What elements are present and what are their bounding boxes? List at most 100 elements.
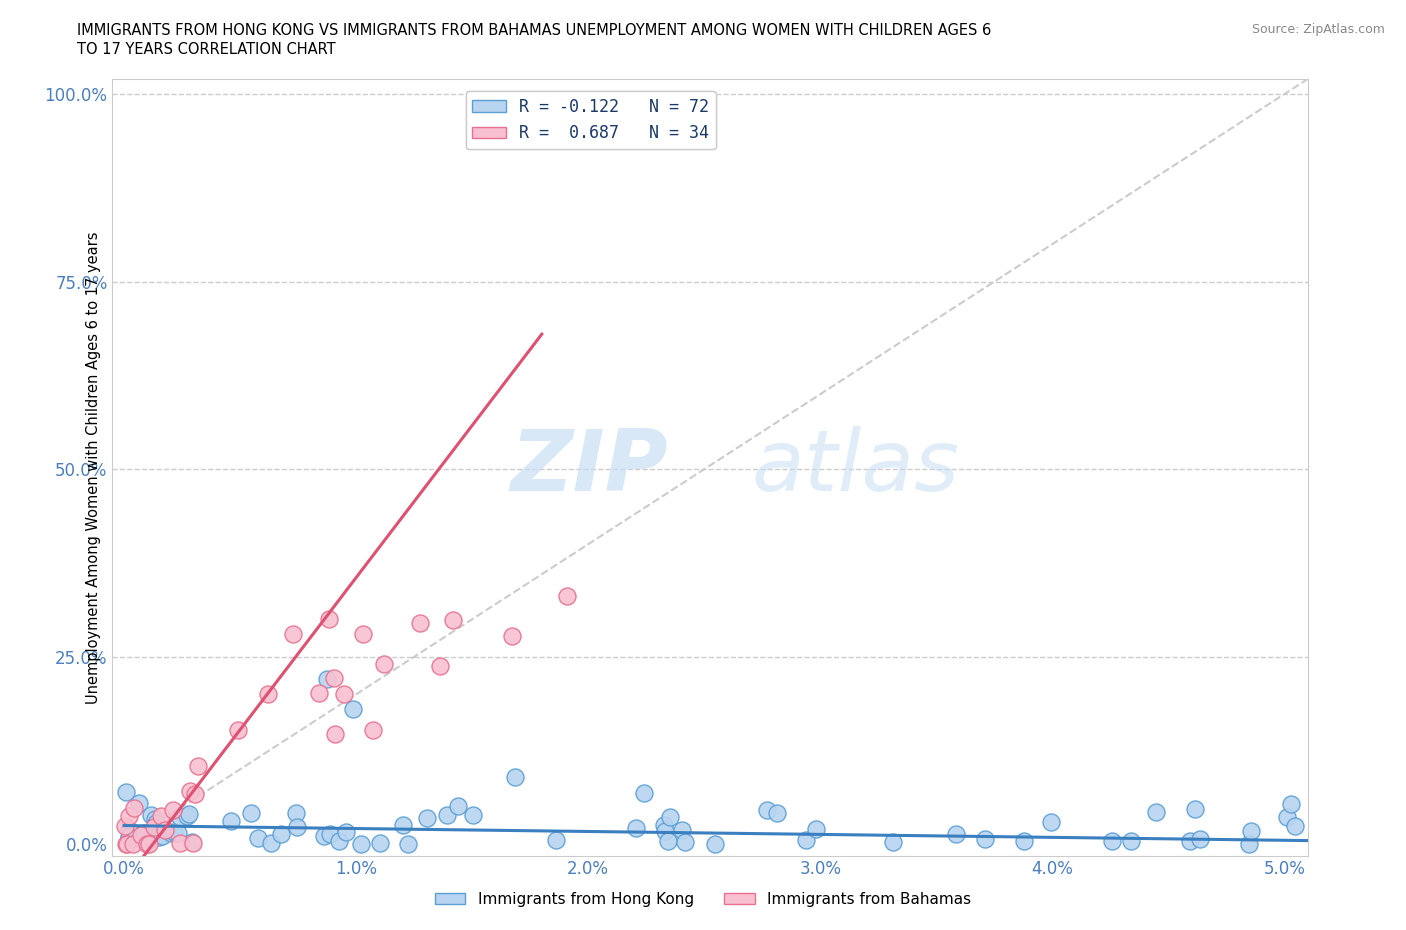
Point — [169, 809, 191, 824]
Point — [657, 833, 679, 848]
Point — [1012, 833, 1035, 848]
Point — [447, 799, 470, 814]
Point — [409, 616, 432, 631]
Point — [134, 825, 156, 840]
Point — [114, 819, 136, 834]
Point — [436, 808, 458, 823]
Point — [429, 659, 451, 674]
Point — [128, 796, 150, 811]
Point — [325, 726, 347, 741]
Point — [1184, 802, 1206, 817]
Point — [181, 835, 204, 850]
Point — [167, 825, 190, 840]
Point — [143, 812, 166, 827]
Point — [1275, 809, 1298, 824]
Point — [804, 822, 827, 837]
Point — [181, 834, 204, 849]
Point — [350, 836, 373, 851]
Point — [226, 723, 249, 737]
Point — [117, 808, 139, 823]
Point — [323, 671, 346, 685]
Point — [308, 685, 330, 700]
Point — [373, 657, 395, 671]
Point — [169, 835, 191, 850]
Point — [1039, 815, 1062, 830]
Legend: Immigrants from Hong Kong, Immigrants from Bahamas: Immigrants from Hong Kong, Immigrants fr… — [429, 886, 977, 913]
Point — [318, 612, 340, 627]
Point — [396, 837, 419, 852]
Point — [1284, 818, 1306, 833]
Point — [160, 826, 183, 841]
Point — [755, 803, 778, 817]
Point — [361, 723, 384, 737]
Point — [1237, 836, 1260, 851]
Point — [441, 613, 464, 628]
Point — [246, 830, 269, 845]
Point — [544, 832, 567, 847]
Point — [1279, 796, 1302, 811]
Point — [352, 627, 374, 642]
Point — [882, 834, 904, 849]
Point — [179, 783, 201, 798]
Point — [328, 834, 350, 849]
Point — [115, 837, 138, 852]
Point — [114, 837, 136, 852]
Point — [259, 836, 281, 851]
Point — [270, 827, 292, 842]
Point — [1101, 834, 1123, 849]
Text: TO 17 YEARS CORRELATION CHART: TO 17 YEARS CORRELATION CHART — [77, 42, 336, 57]
Point — [503, 770, 526, 785]
Text: atlas: atlas — [752, 426, 960, 509]
Point — [342, 702, 364, 717]
Point — [652, 817, 675, 832]
Point — [312, 829, 335, 844]
Point — [624, 820, 647, 835]
Point — [281, 627, 304, 642]
Point — [118, 823, 141, 838]
Point — [287, 820, 309, 835]
Point — [142, 820, 165, 835]
Point — [557, 589, 579, 604]
Y-axis label: Unemployment Among Women with Children Ages 6 to 17 years: Unemployment Among Women with Children A… — [86, 231, 101, 704]
Point — [118, 830, 141, 844]
Point — [673, 834, 696, 849]
Point — [136, 837, 159, 852]
Text: ZIP: ZIP — [510, 426, 668, 509]
Point — [703, 836, 725, 851]
Point — [145, 816, 167, 830]
Point — [138, 837, 160, 852]
Point — [257, 686, 280, 701]
Point — [122, 837, 145, 852]
Point — [139, 807, 162, 822]
Point — [163, 825, 186, 840]
Point — [461, 808, 484, 823]
Point — [176, 809, 198, 824]
Point — [114, 784, 136, 799]
Point — [129, 828, 152, 843]
Point — [150, 829, 173, 844]
Point — [187, 758, 209, 773]
Point — [501, 628, 523, 643]
Point — [124, 801, 146, 816]
Point — [239, 805, 262, 820]
Point — [766, 805, 789, 820]
Point — [333, 687, 356, 702]
Legend: R = -0.122   N = 72, R =  0.687   N = 34: R = -0.122 N = 72, R = 0.687 N = 34 — [465, 91, 716, 149]
Point — [284, 805, 307, 820]
Point — [671, 823, 693, 838]
Point — [1144, 805, 1167, 820]
Point — [794, 832, 817, 847]
Point — [132, 833, 155, 848]
Text: IMMIGRANTS FROM HONG KONG VS IMMIGRANTS FROM BAHAMAS UNEMPLOYMENT AMONG WOMEN WI: IMMIGRANTS FROM HONG KONG VS IMMIGRANTS … — [77, 23, 991, 38]
Point — [177, 807, 200, 822]
Point — [153, 823, 176, 838]
Text: Source: ZipAtlas.com: Source: ZipAtlas.com — [1251, 23, 1385, 36]
Point — [1178, 833, 1201, 848]
Point — [1240, 823, 1263, 838]
Point — [118, 830, 141, 845]
Point — [148, 830, 170, 844]
Point — [219, 814, 242, 829]
Point — [974, 831, 997, 846]
Point — [659, 810, 682, 825]
Point — [368, 835, 391, 850]
